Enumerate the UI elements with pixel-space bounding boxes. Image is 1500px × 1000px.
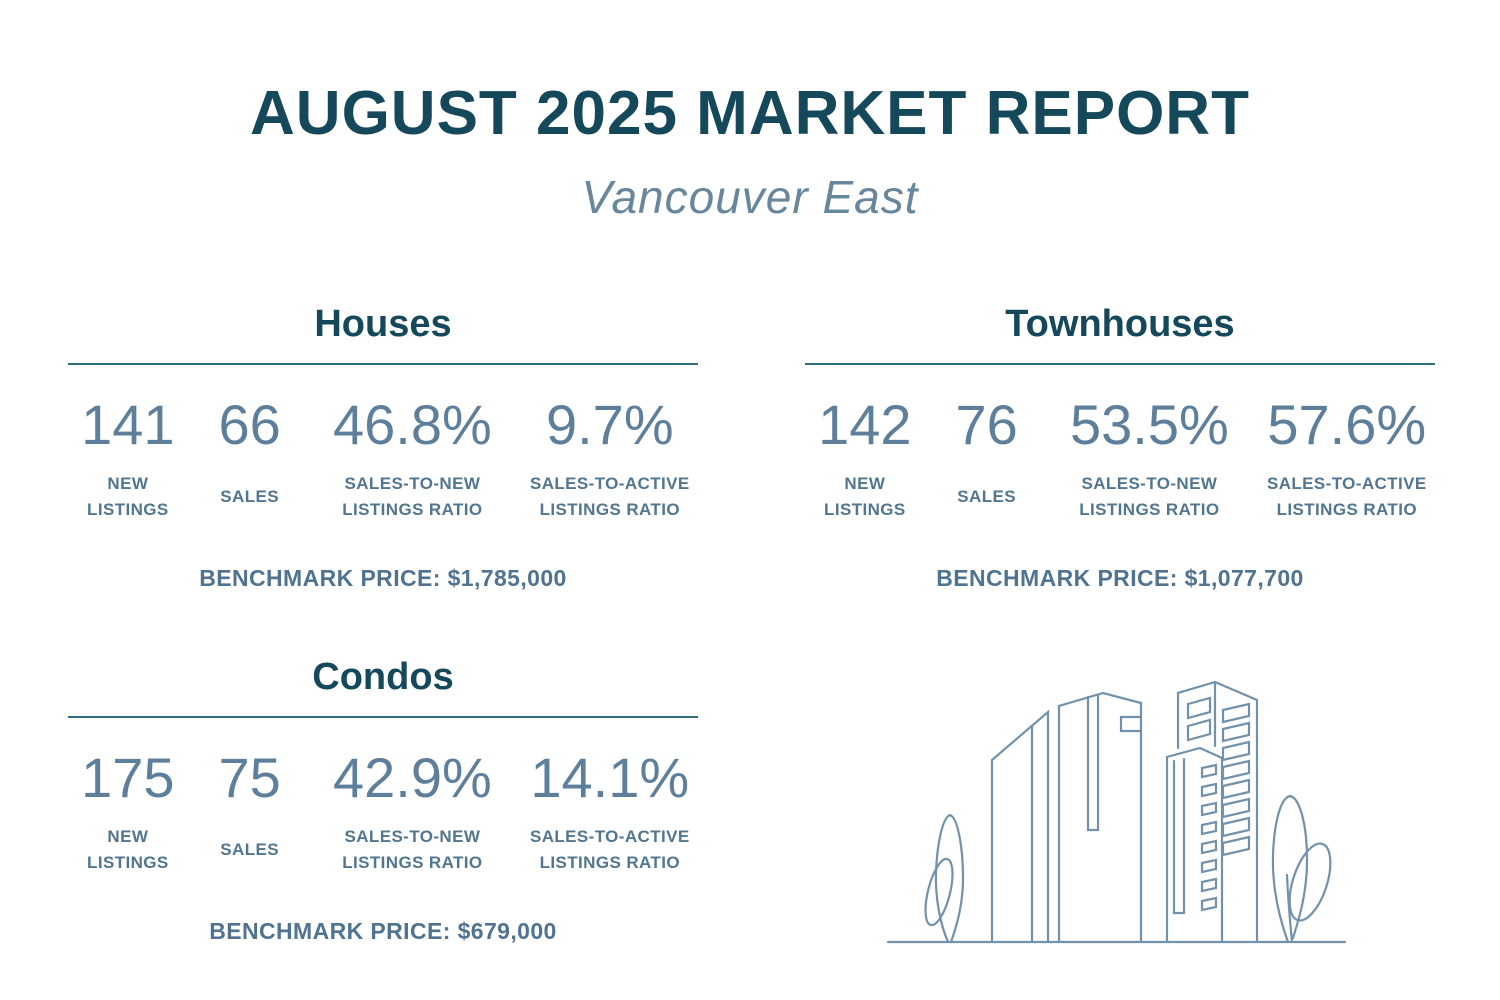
benchmark-price: BENCHMARK PRICE: $1,077,700 (805, 565, 1435, 592)
stat-label: SALES (957, 487, 1016, 507)
right-tree (1271, 794, 1309, 944)
stat-sales: 75 SALES (196, 745, 303, 878)
building-b-notch (1119, 715, 1143, 733)
stat-new-listings: 142 NEW LISTINGS (805, 392, 925, 525)
stat-value: 14.1% (530, 745, 690, 809)
building-c-window (1221, 816, 1251, 838)
stat-sales-to-active-ratio: 9.7% SALES-TO-ACTIVE LISTINGS RATIO (522, 392, 698, 525)
stat-sales-to-active-ratio: 14.1% SALES-TO-ACTIVE LISTINGS RATIO (522, 745, 698, 878)
stat-label: SALES-TO-ACTIVE LISTINGS RATIO (1266, 474, 1427, 519)
stat-value: 66 (218, 392, 281, 456)
benchmark-label: BENCHMARK PRICE: (199, 564, 441, 591)
building-d (1165, 746, 1224, 944)
section-divider (68, 715, 698, 718)
section-houses-title: Houses (314, 303, 452, 345)
stat-sales: 76 SALES (933, 392, 1040, 525)
building-b-slot (1086, 693, 1100, 832)
building-d-panel (1172, 757, 1186, 915)
stat-label: SALES (220, 840, 279, 860)
stat-label: SALES-TO-NEW LISTINGS RATIO (342, 474, 483, 519)
stat-value: 76 (955, 392, 1018, 456)
stat-value: 142 (818, 392, 912, 456)
stat-label: SALES-TO-ACTIVE LISTINGS RATIO (529, 474, 690, 519)
condos-stats-row: 175 NEW LISTINGS 75 SALES 42.9% SALES-TO… (68, 745, 698, 878)
building-c-window (1221, 778, 1251, 800)
stat-sales-to-new-ratio: 42.9% SALES-TO-NEW LISTINGS RATIO (312, 745, 514, 878)
building-c-window (1186, 718, 1212, 742)
building-a (990, 709, 1050, 944)
benchmark-value: $1,077,700 (1184, 564, 1304, 591)
stat-sales-to-new-ratio: 53.5% SALES-TO-NEW LISTINGS RATIO (1049, 392, 1251, 525)
stat-value: 57.6% (1267, 392, 1427, 456)
stat-sales: 66 SALES (196, 392, 303, 525)
houses-stats-row: 141 NEW LISTINGS 66 SALES 46.8% SALES-TO… (68, 392, 698, 525)
right-tree-inner-leaf (1288, 842, 1332, 922)
stat-label: SALES (220, 487, 279, 507)
right-tree-trunk (1285, 873, 1294, 944)
stat-label: SALES-TO-NEW LISTINGS RATIO (1079, 474, 1220, 519)
section-condos: Condos 175 NEW LISTINGS 75 SALES 42.9% S… (68, 656, 698, 945)
benchmark-value: $1,785,000 (447, 564, 567, 591)
benchmark-label: BENCHMARK PRICE: (209, 917, 451, 944)
building-d-window (1200, 801, 1218, 817)
stat-value: 141 (81, 392, 175, 456)
building-d-window (1200, 763, 1218, 779)
stat-new-listings: 175 NEW LISTINGS (68, 745, 188, 878)
section-divider (805, 362, 1435, 365)
building-c-window (1221, 740, 1251, 762)
building-c-window (1221, 721, 1251, 743)
building-c-window (1221, 759, 1251, 781)
stat-value: 175 (81, 745, 175, 809)
section-condos-title: Condos (312, 656, 454, 698)
stat-sales-to-active-ratio: 57.6% SALES-TO-ACTIVE LISTINGS RATIO (1259, 392, 1435, 525)
townhouses-stats-row: 142 NEW LISTINGS 76 SALES 53.5% SALES-TO… (805, 392, 1435, 525)
stat-value: 46.8% (332, 392, 492, 456)
section-townhouses-title: Townhouses (1005, 303, 1235, 345)
stat-value: 53.5% (1069, 392, 1229, 456)
left-tree (934, 813, 965, 944)
benchmark-price: BENCHMARK PRICE: $679,000 (68, 918, 698, 945)
building-c-window (1186, 696, 1212, 720)
stat-sales-to-new-ratio: 46.8% SALES-TO-NEW LISTINGS RATIO (312, 392, 514, 525)
stat-label: NEW LISTINGS (87, 474, 169, 519)
stat-label: NEW LISTINGS (824, 474, 906, 519)
page-title: AUGUST 2025 MARKET REPORT (250, 79, 1250, 148)
city-skyline-icon (886, 680, 1347, 944)
benchmark-value: $679,000 (457, 917, 557, 944)
building-c-window (1221, 797, 1251, 819)
stat-value: 9.7% (545, 392, 674, 456)
building-d-window (1200, 877, 1218, 893)
building-b (1057, 691, 1143, 944)
left-tree-inner-leaf (924, 857, 954, 927)
section-townhouses: Townhouses 142 NEW LISTINGS 76 SALES 53.… (805, 303, 1435, 592)
stat-label: NEW LISTINGS (87, 827, 169, 872)
benchmark-price: BENCHMARK PRICE: $1,785,000 (68, 565, 698, 592)
stat-value: 42.9% (332, 745, 492, 809)
building-d-window (1200, 858, 1218, 874)
building-d-window (1200, 782, 1218, 798)
section-houses: Houses 141 NEW LISTINGS 66 SALES 46.8% S… (68, 303, 698, 592)
building-d-window (1200, 839, 1218, 855)
stat-new-listings: 141 NEW LISTINGS (68, 392, 188, 525)
benchmark-label: BENCHMARK PRICE: (936, 564, 1178, 591)
stat-label: SALES-TO-ACTIVE LISTINGS RATIO (529, 827, 690, 872)
building-c-window (1221, 702, 1251, 724)
building-c-window (1221, 835, 1251, 857)
stat-label: SALES-TO-NEW LISTINGS RATIO (342, 827, 483, 872)
building-d-window (1200, 820, 1218, 836)
section-divider (68, 362, 698, 365)
stat-value: 75 (218, 745, 281, 809)
building-d-window (1200, 896, 1218, 912)
page-subtitle: Vancouver East (581, 171, 919, 223)
